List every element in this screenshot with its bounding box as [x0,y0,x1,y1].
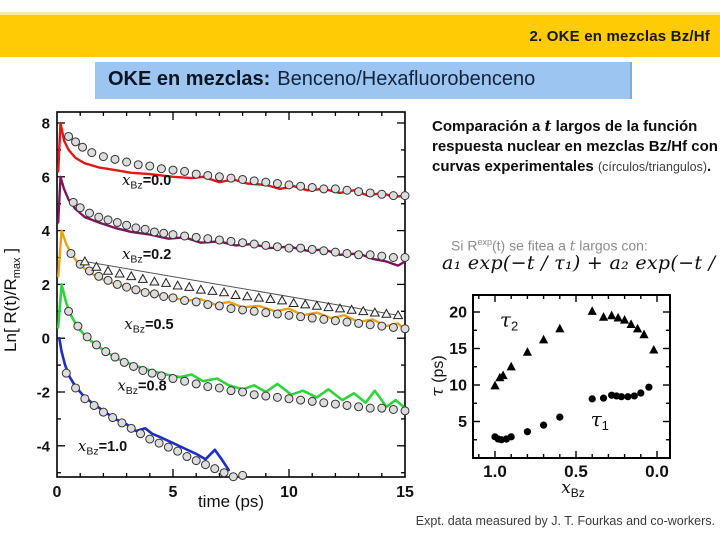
svg-text:2: 2 [42,277,50,294]
svg-text:τ1: τ1 [591,407,609,433]
svg-text:-2: -2 [37,385,50,402]
svg-text:10: 10 [280,484,298,501]
svg-text:xBz: xBz [561,478,585,500]
svg-text:0.0: 0.0 [645,462,669,481]
slide-title-bold: OKE en mezclas: [108,68,271,90]
svg-text:0: 0 [53,484,62,501]
svg-text:time (ps): time (ps) [198,492,264,511]
slide-title-rest: Benceno/Hexafluorobenceno [277,68,536,90]
svg-text:Ln[ R(t)/Rmax ]: Ln[ R(t)/Rmax ] [1,248,23,352]
description-note: (círculos/triangulos) [597,159,708,174]
exp-superscript: exp [477,237,492,247]
svg-text:5: 5 [458,414,467,431]
svg-text:0.5: 0.5 [564,462,588,481]
svg-text:4: 4 [42,223,51,240]
svg-text:xBz=0.0: xBz=0.0 [122,171,171,192]
svg-text:6: 6 [42,169,50,186]
svg-text:5: 5 [169,484,178,501]
tau-chart: 1.0 0.5 0.0 5 10 15 20 xBz τ (ps) τ2 τ1 [430,294,671,500]
svg-text:xBz=0.8: xBz=0.8 [117,377,166,398]
svg-text:-4: -4 [37,438,51,455]
svg-text:1.0: 1.0 [483,462,507,481]
biexponential-equation: a₁ exp(−t / τ₁) + a₂ exp(−t / τ₂) [442,252,720,274]
svg-text:τ2: τ2 [500,308,518,334]
svg-text:τ (ps): τ (ps) [430,355,448,396]
banner-title: 2. OKE en mezclas Bz/Hf [529,27,710,45]
decay-chart: 0 5 10 15 8 6 4 2 0 -2 -4 time (ps) Ln[ R(t)/Rmax ] x… [1,111,414,511]
fit-intro-text: Si Rexp(t) se fitea a t largos con: [451,237,648,255]
svg-text:15: 15 [449,341,467,358]
svg-text:xBz=1.0: xBz=1.0 [78,437,127,458]
top-banner: 2. OKE en mezclas Bz/Hf [0,12,720,57]
svg-text:xBz=0.2: xBz=0.2 [122,245,171,266]
slide-title: OKE en mezclas: Benceno/Hexafluorobencen… [95,62,632,99]
svg-text:10: 10 [449,378,467,395]
svg-text:xBz=0.5: xBz=0.5 [124,315,173,336]
svg-text:8: 8 [42,116,50,133]
credit-text: Expt. data measured by J. T. Fourkas and… [415,514,715,528]
description-text: Comparación a t largos de la función res… [432,117,718,175]
svg-text:0: 0 [42,331,50,348]
svg-text:20: 20 [449,305,467,322]
svg-text:15: 15 [396,484,414,501]
